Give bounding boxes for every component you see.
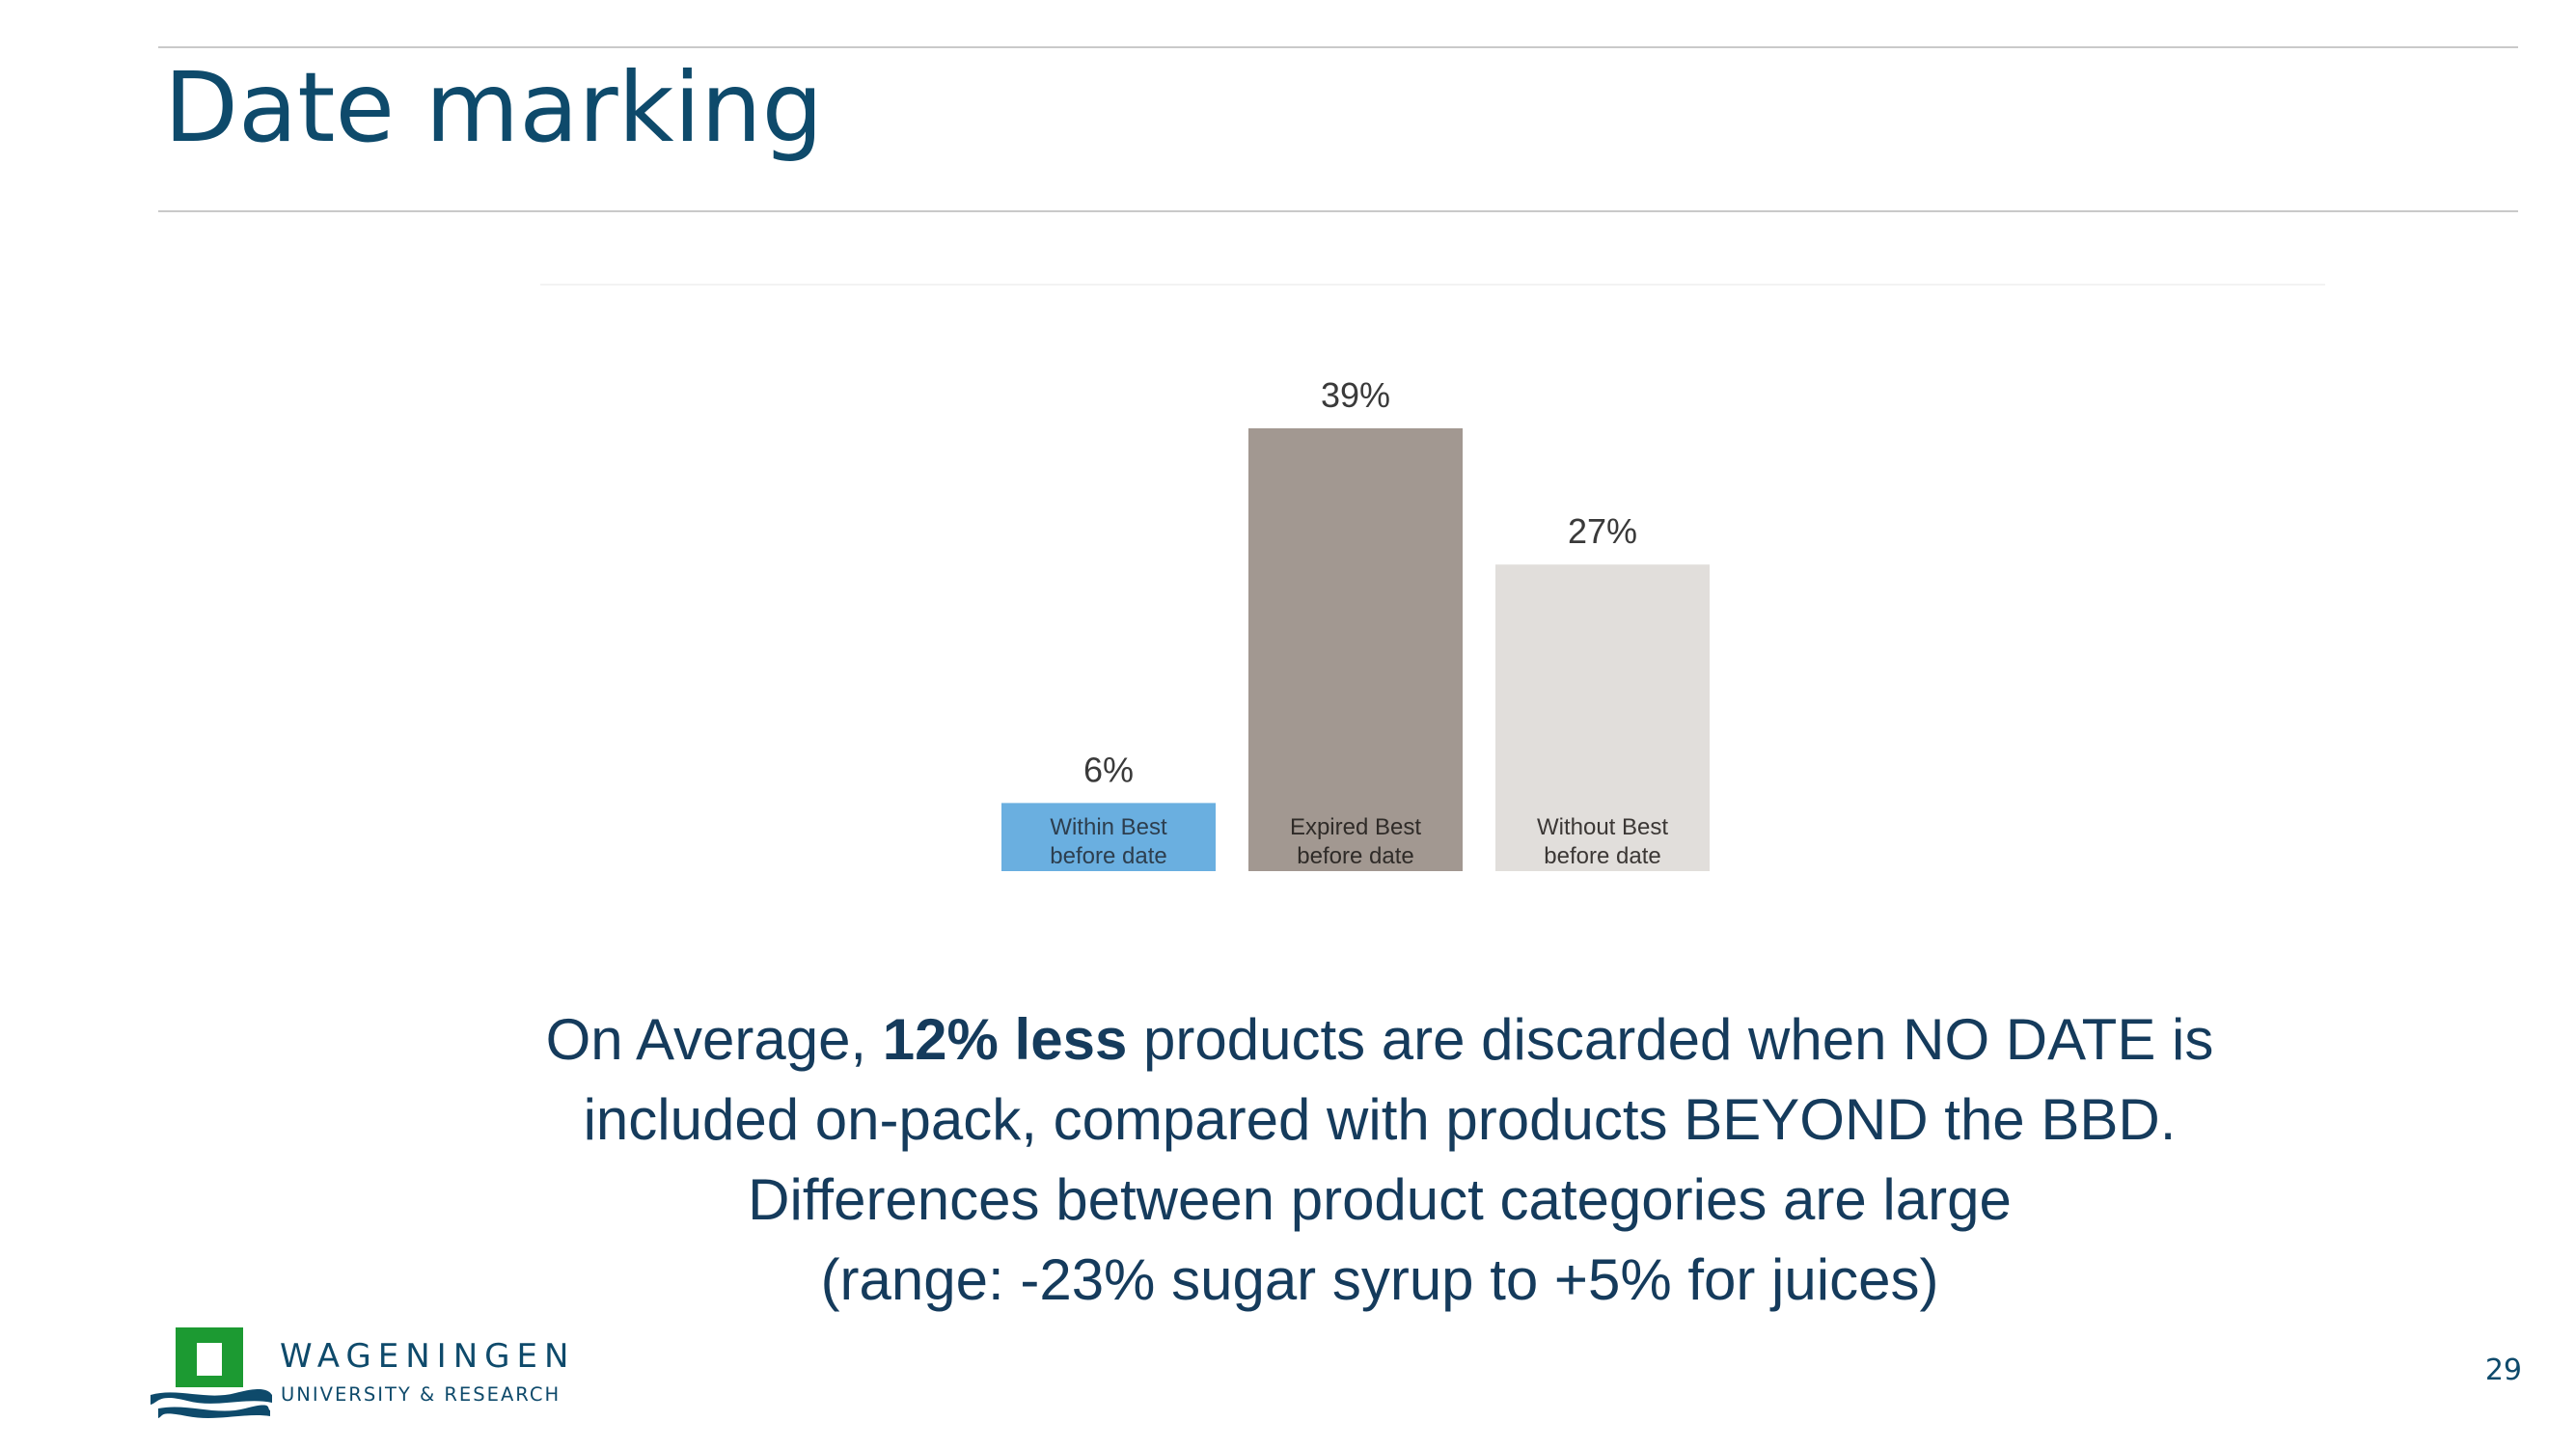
summary-line-1-end: products are discarded when NO DATE is [1127,1007,2214,1072]
logo-water-wave-1 [151,1389,272,1405]
summary-line-1-start: On Average, [545,1007,883,1072]
title-rule-top [158,46,2518,48]
bar-category-label-2: Expired Best before date [1290,814,1421,869]
summary-line-4: (range: -23% sugar syrup to +5% for juic… [820,1247,1939,1312]
bar-category-label-3: Without Best before date [1537,814,1668,869]
summary-text: On Average, 12% less products are discar… [425,999,2335,1320]
logo-white-window [197,1343,222,1376]
logo-water-wave-2 [158,1405,270,1418]
summary-line-2: included on-pack, compared with products… [583,1087,2177,1152]
bar-category-label-1: Within Best before date [1050,814,1167,869]
bar-value-label-1: 6% [1083,750,1134,789]
page-number: 29 [2484,1353,2522,1387]
bar-value-label-2: 39% [1321,375,1390,415]
wageningen-logo: WAGENINGEN UNIVERSITY & RESEARCH [149,1327,602,1424]
chart-image-top-edge [540,284,2325,286]
wur-logo-mark-icon [151,1327,272,1418]
bar-value-label-3: 27% [1568,511,1637,551]
summary-line-3: Differences between product categories a… [748,1167,2012,1232]
summary-highlight: 12% less [882,1007,1128,1072]
logo-subtitle: UNIVERSITY & RESEARCH [281,1383,562,1406]
bar-chart: 6% Within Best before date 39% Expired Best b… [1001,375,1710,871]
summary-line-1: On Average, 12% less products are discar… [425,999,2335,1080]
slide-title: Date marking [164,51,824,164]
bar-2 [1248,427,1463,871]
bar-1 [1001,803,1216,871]
bar-3 [1495,564,1710,871]
title-rule-bottom [158,210,2518,212]
logo-wordmark: WAGENINGEN [280,1337,576,1376]
